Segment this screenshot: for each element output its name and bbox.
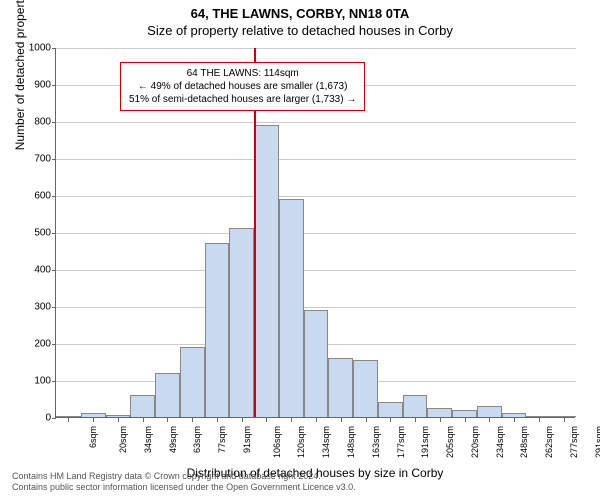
histogram-bar [81,413,106,417]
histogram-bar [526,416,551,417]
histogram-bar [205,243,230,417]
y-tick-label: 1000 [29,43,51,54]
histogram-bar [130,395,155,417]
grid-line [56,307,576,308]
y-tick-label: 100 [34,376,51,387]
y-tick-label: 700 [34,154,51,165]
histogram-bar [56,416,81,417]
x-tick-label: 262sqm [544,426,554,458]
histogram-bar [403,395,428,417]
x-tick-label: 248sqm [519,426,529,458]
histogram-bar [254,125,279,417]
histogram-bar [477,406,502,417]
y-tick-label: 500 [34,228,51,239]
x-tick-label: 291sqm [594,426,600,458]
histogram-bar [452,410,477,417]
histogram-bar [304,310,329,417]
y-tick-label: 600 [34,191,51,202]
annotation-line3: 51% of semi-detached houses are larger (… [129,93,356,106]
y-tick-label: 200 [34,339,51,350]
histogram-bar [106,415,131,417]
footer-line1: Contains HM Land Registry data © Crown c… [12,471,356,483]
histogram-bar [279,199,304,417]
x-tick-label: 177sqm [396,426,406,458]
x-tick-label: 91sqm [242,426,252,453]
histogram-bar [229,228,254,417]
page-subtitle: Size of property relative to detached ho… [0,21,600,38]
grid-line [56,48,576,49]
histogram-bar [353,360,378,417]
footer-line2: Contains public sector information licen… [12,482,356,494]
y-tick-label: 400 [34,265,51,276]
annotation-line2: ← 49% of detached houses are smaller (1,… [129,80,356,93]
x-tick-label: 106sqm [272,426,282,458]
x-tick-label: 6sqm [88,426,98,448]
x-tick-label: 49sqm [168,426,178,453]
x-tick-label: 20sqm [118,426,128,453]
x-tick-label: 134sqm [321,426,331,458]
page-title-address: 64, THE LAWNS, CORBY, NN18 0TA [0,0,600,21]
grid-line [56,233,576,234]
histogram-bar [328,358,353,417]
y-axis-label: Number of detached properties [13,0,27,150]
histogram-bar [551,416,576,417]
grid-line [56,122,576,123]
x-tick-label: 120sqm [297,426,307,458]
footer-attribution: Contains HM Land Registry data © Crown c… [12,471,356,494]
x-tick-label: 191sqm [420,426,430,458]
property-annotation: 64 THE LAWNS: 114sqm← 49% of detached ho… [120,62,365,111]
grid-line [56,159,576,160]
y-tick-label: 300 [34,302,51,313]
histogram-bar [427,408,452,417]
y-tick-label: 900 [34,80,51,91]
annotation-line1: 64 THE LAWNS: 114sqm [129,67,356,80]
x-tick-label: 205sqm [445,426,455,458]
histogram-bar [502,413,527,417]
x-tick-label: 277sqm [569,426,579,458]
x-tick-label: 63sqm [192,426,202,453]
x-tick-label: 34sqm [143,426,153,453]
histogram-chart: 010020030040050060070080090010006sqm20sq… [55,48,575,418]
x-tick-label: 234sqm [495,426,505,458]
histogram-bar [378,402,403,417]
x-tick-label: 163sqm [371,426,381,458]
x-tick-label: 220sqm [470,426,480,458]
histogram-bar [155,373,180,417]
y-tick-label: 800 [34,117,51,128]
y-tick-label: 0 [45,413,51,424]
histogram-bar [180,347,205,417]
x-tick-label: 148sqm [346,426,356,458]
grid-line [56,270,576,271]
grid-line [56,196,576,197]
x-tick-label: 77sqm [217,426,227,453]
